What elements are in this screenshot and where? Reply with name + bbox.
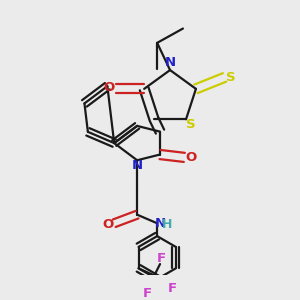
Text: F: F xyxy=(157,252,166,266)
Text: N: N xyxy=(154,217,166,230)
Text: F: F xyxy=(167,282,177,295)
Text: O: O xyxy=(185,151,196,164)
Text: N: N xyxy=(132,160,143,172)
Text: O: O xyxy=(103,81,115,94)
Text: S: S xyxy=(226,71,236,84)
Text: O: O xyxy=(102,218,113,231)
Text: H: H xyxy=(162,218,172,231)
Text: N: N xyxy=(164,56,175,69)
Text: S: S xyxy=(185,118,195,131)
Text: F: F xyxy=(142,287,152,300)
